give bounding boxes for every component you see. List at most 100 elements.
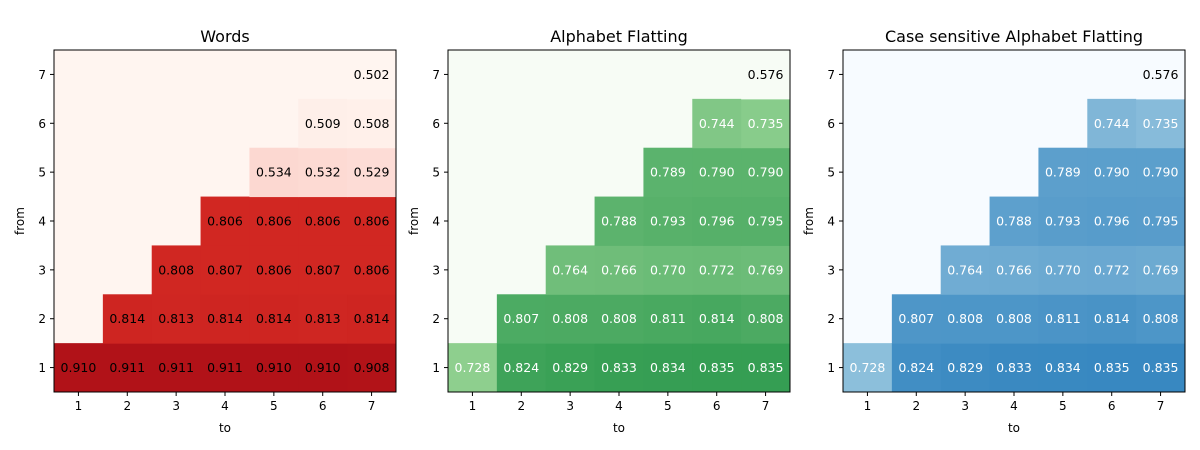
heatmap-cell <box>741 294 791 344</box>
heatmap-cell <box>940 343 991 393</box>
cell-value-label: 0.766 <box>996 262 1032 277</box>
heatmap-cell <box>643 343 693 393</box>
heatmap-cell <box>347 294 397 344</box>
cell-value-label: 0.769 <box>748 262 784 277</box>
cell-value-label: 0.806 <box>354 214 390 229</box>
heatmap-cell <box>1136 147 1186 198</box>
cell-value-label: 0.910 <box>305 360 341 375</box>
cell-value-label: 0.735 <box>1143 116 1179 131</box>
cell-value-label: 0.807 <box>207 262 243 277</box>
cell-value-label: 0.790 <box>699 165 735 180</box>
y-tick-label: 2 <box>38 312 46 326</box>
cell-value-label: 0.833 <box>996 360 1032 375</box>
y-axis-label: from <box>407 207 421 235</box>
heatmap-cell <box>940 294 991 344</box>
cell-value-label: 0.833 <box>601 360 637 375</box>
x-tick-label: 1 <box>75 399 83 413</box>
x-tick-label: 3 <box>566 399 574 413</box>
x-axis-label: to <box>1008 421 1020 435</box>
heatmap-cell <box>989 245 1039 295</box>
cell-value-label: 0.807 <box>898 311 934 326</box>
heatmap-cell <box>298 147 348 198</box>
cell-value-label: 0.808 <box>1143 311 1179 326</box>
heatmap-cell <box>54 343 104 393</box>
x-tick-label: 5 <box>664 399 672 413</box>
panel-title: Alphabet Flatting <box>550 27 688 46</box>
cell-value-label: 0.806 <box>354 262 390 277</box>
heatmap-cell <box>545 343 596 393</box>
heatmap-cell <box>249 245 299 295</box>
cell-value-label: 0.811 <box>1045 311 1081 326</box>
heatmap-cell <box>1136 98 1186 149</box>
y-axis-label: from <box>802 207 816 235</box>
cell-value-label: 0.829 <box>947 360 983 375</box>
cell-value-label: 0.790 <box>748 165 784 180</box>
cell-value-label: 0.808 <box>996 311 1032 326</box>
heatmap-cell <box>249 147 299 198</box>
cell-value-label: 0.814 <box>207 311 243 326</box>
heatmap-cells: 0.910 0.911 0.911 0.911 0.910 0.910 0.908 0.814… <box>54 50 397 393</box>
cell-value-label: 0.835 <box>1094 360 1130 375</box>
y-tick-label: 4 <box>827 215 835 229</box>
cell-value-label: 0.576 <box>748 67 784 82</box>
heatmap-cell <box>200 245 250 295</box>
heatmap-cell <box>643 294 693 344</box>
heatmap-cell <box>1087 147 1137 198</box>
x-tick-label: 4 <box>615 399 623 413</box>
heatmap-cell <box>594 294 644 344</box>
heatmap-cell <box>1038 147 1088 198</box>
cell-value-label: 0.735 <box>748 116 784 131</box>
x-tick-label: 7 <box>368 399 376 413</box>
panel-case-sensitive-alphabet-flatting: Case sensitive Alphabet Flatting 0.728 0.… <box>802 27 1186 435</box>
cell-value-label: 0.808 <box>552 311 588 326</box>
panel-alphabet-flatting: Alphabet Flatting 0.728 0.824 0.829 0.833 0.… <box>407 27 791 435</box>
cell-value-label: 0.824 <box>503 360 539 375</box>
heatmap-cell <box>151 245 202 295</box>
panel-words: Words 0.910 0.911 0.911 0.911 0.910 0.910 0.90… <box>13 27 397 435</box>
y-tick-label: 7 <box>38 68 46 82</box>
cell-value-label: 0.509 <box>305 116 341 131</box>
cell-value-label: 0.835 <box>699 360 735 375</box>
y-tick-label: 1 <box>38 361 46 375</box>
x-tick-label: 3 <box>961 399 969 413</box>
x-axis-ticks: 1 2 3 4 5 6 7 <box>75 392 376 413</box>
y-tick-label: 1 <box>827 361 835 375</box>
cell-value-label: 0.806 <box>256 262 292 277</box>
cell-value-label: 0.807 <box>503 311 539 326</box>
cell-value-label: 0.728 <box>455 360 491 375</box>
heatmap-cell <box>741 196 791 246</box>
heatmap-cell <box>249 294 299 344</box>
y-tick-label: 6 <box>38 117 46 131</box>
x-tick-label: 3 <box>172 399 180 413</box>
heatmap-cell <box>1136 196 1186 246</box>
heatmap-cell <box>545 294 596 344</box>
heatmap-cell <box>1136 294 1186 344</box>
cell-value-label: 0.788 <box>601 214 637 229</box>
cell-value-label: 0.764 <box>552 262 588 277</box>
heatmap-cells: 0.728 0.824 0.829 0.833 0.834 0.835 0.835 0.807… <box>448 50 791 393</box>
x-tick-label: 6 <box>713 399 721 413</box>
heatmap-cell <box>1136 50 1186 100</box>
heatmap-cell <box>989 196 1039 246</box>
cell-value-label: 0.793 <box>650 214 686 229</box>
heatmap-cell <box>298 343 348 393</box>
heatmap-cell <box>1087 294 1137 344</box>
heatmap-cell <box>545 245 596 295</box>
x-tick-label: 2 <box>123 399 131 413</box>
cell-value-label: 0.502 <box>354 67 390 82</box>
heatmap-cell <box>643 147 693 198</box>
heatmap-cell <box>102 343 153 393</box>
x-tick-label: 5 <box>1059 399 1067 413</box>
cell-value-label: 0.814 <box>109 311 145 326</box>
heatmap-cell <box>1087 343 1137 393</box>
cell-value-label: 0.770 <box>650 262 686 277</box>
cell-value-label: 0.911 <box>207 360 243 375</box>
heatmap-cell <box>496 294 547 344</box>
x-tick-label: 5 <box>270 399 278 413</box>
y-tick-label: 7 <box>432 68 440 82</box>
cell-value-label: 0.532 <box>305 165 341 180</box>
heatmap-cell <box>151 294 202 344</box>
cell-value-label: 0.772 <box>699 262 735 277</box>
heatmap-cell <box>891 294 942 344</box>
